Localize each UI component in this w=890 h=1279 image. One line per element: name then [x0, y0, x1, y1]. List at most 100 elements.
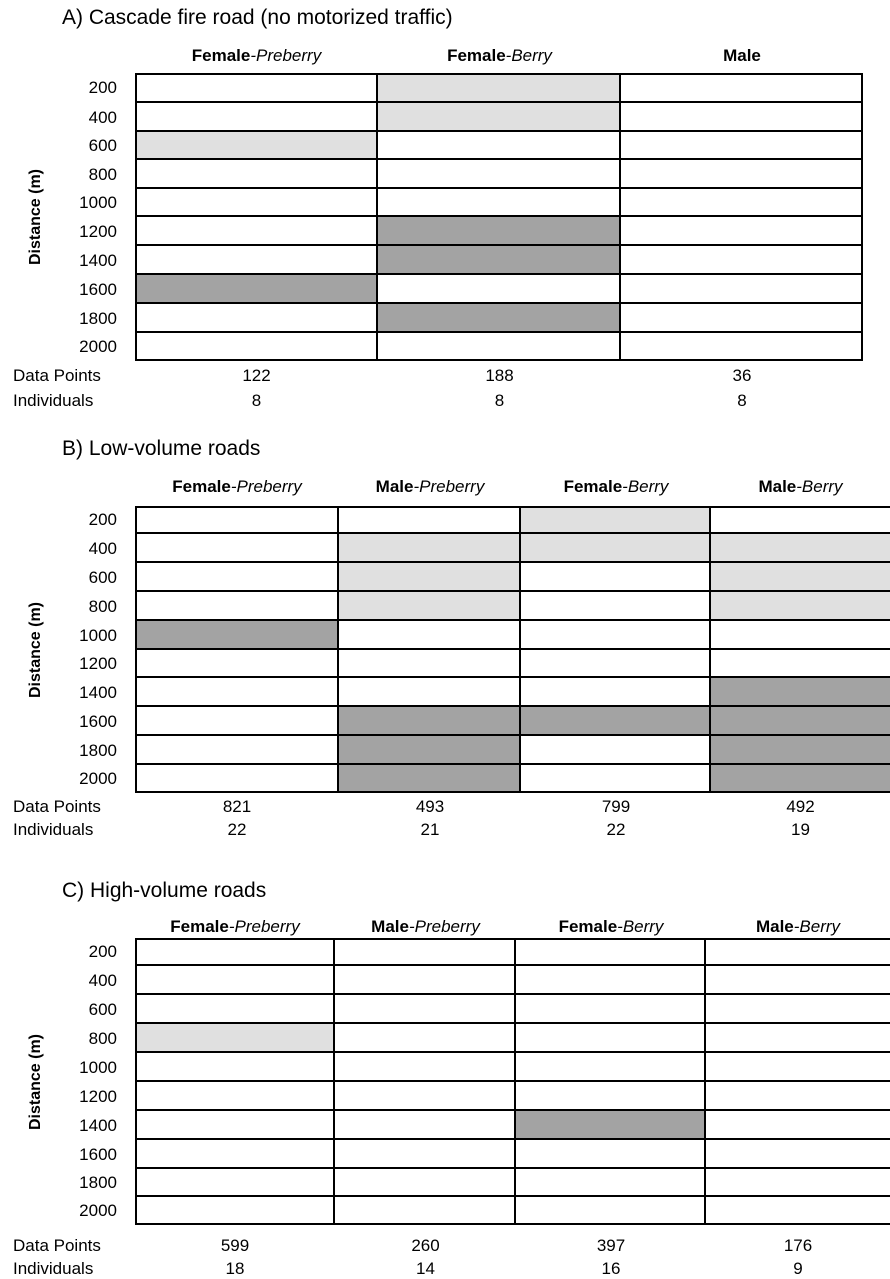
panel-c-cell	[706, 1024, 890, 1053]
panel-a-distance-tick: 1800	[79, 308, 117, 328]
panel-a-cell	[137, 160, 378, 189]
panel-c-cell	[335, 995, 516, 1024]
panel-a-cell	[378, 246, 621, 275]
panel-b-y-axis-label: Distance (m)	[27, 601, 44, 698]
panel-c-cell	[137, 1169, 335, 1197]
panel-c-individuals-value: 18	[225, 1259, 245, 1278]
panel-b-cell	[137, 707, 339, 736]
panel-b-cell	[137, 621, 339, 650]
panel-b-cell	[339, 508, 521, 534]
panel-b-column-header: Male-Berry	[711, 477, 890, 497]
panel-c-cell	[335, 1111, 516, 1140]
panel-c-distance-tick: 1200	[79, 1086, 117, 1106]
panel-c-individuals-label: Individuals	[13, 1259, 94, 1278]
panel-c-column-header: Female-Berry	[516, 917, 706, 937]
panel-b-individuals-label: Individuals	[13, 820, 94, 839]
panel-a-distance-tick: 2000	[79, 337, 117, 356]
column-header-italic: -Preberry	[250, 46, 322, 65]
panel-a-distance-tick: 800	[88, 164, 117, 184]
panel-a-cell	[378, 189, 621, 217]
column-header-italic: -Berry	[622, 477, 669, 496]
panel-c-y-axis-label: Distance (m)	[27, 1033, 44, 1130]
panel-c-distance-tick: 1400	[79, 1115, 117, 1135]
panel-b-cell	[137, 736, 339, 765]
panel-c-cell	[137, 966, 335, 995]
panel-b-distance-tick: 1600	[79, 711, 117, 731]
panel-a-cell	[137, 217, 378, 246]
panel-a-cell	[378, 160, 621, 189]
column-header-italic: -Preberry	[228, 917, 300, 936]
panel-c-title: C) High-volume roads	[62, 879, 267, 902]
panel-a-cell	[621, 304, 863, 333]
panel-c-cell	[516, 940, 706, 966]
panel-c-individuals-value: 14	[416, 1259, 435, 1278]
panel-a-cell	[137, 103, 378, 132]
panel-a-cell	[378, 132, 621, 160]
panel-b-cell	[521, 592, 711, 621]
panel-b-cell	[339, 621, 521, 650]
panel-c-cell	[137, 1111, 335, 1140]
panel-a-y-axis-label: Distance (m)	[27, 168, 44, 266]
panel-b-cell	[137, 592, 339, 621]
panel-b-column-header: Female-Berry	[521, 477, 711, 497]
panel-a-cell	[378, 304, 621, 333]
panel-a-cell	[137, 189, 378, 217]
panel-c-cell	[137, 1082, 335, 1111]
panel-b-cell	[339, 592, 521, 621]
column-header-bold: Female	[558, 917, 618, 936]
panel-a-individuals-value: 8	[494, 391, 505, 410]
panel-b-cell	[137, 678, 339, 707]
panel-b-cell	[339, 563, 521, 592]
panel-b-distance-tick: 1800	[79, 740, 117, 760]
panel-c-cell	[335, 966, 516, 995]
panel-a-distance-tick: 200	[88, 78, 117, 97]
panel-a-title: A) Cascade fire road (no motorized traff…	[62, 6, 453, 29]
panel-b-cell	[339, 534, 521, 563]
panel-c-cell	[335, 1140, 516, 1169]
panel-c-cell	[335, 1169, 516, 1197]
panel-b-cell	[521, 650, 711, 678]
panel-b-distance-tick: 400	[88, 538, 117, 558]
panel-c-grid	[135, 938, 890, 1225]
panel-c-cell	[137, 1024, 335, 1053]
panel-c-distance-tick: 800	[88, 1028, 117, 1048]
panel-a-individuals-label: Individuals	[13, 391, 94, 410]
panel-c-cell	[706, 966, 890, 995]
column-header-italic: -Berry	[793, 917, 841, 936]
panel-b-distance-tick: 600	[88, 567, 117, 587]
panel-b-individuals-value: 19	[791, 820, 810, 839]
column-header-italic: -Preberry	[230, 477, 302, 496]
panel-a-cell	[378, 333, 621, 361]
panel-a-cell	[621, 132, 863, 160]
panel-c-cell	[516, 1169, 706, 1197]
panel-b-data-points-value: 821	[222, 797, 252, 816]
panel-b-cell	[137, 563, 339, 592]
column-header-bold: Male	[371, 917, 409, 936]
panel-b-distance-tick: 200	[88, 510, 117, 529]
panel-b-cell	[521, 707, 711, 736]
panel-c-cell	[706, 1082, 890, 1111]
panel-a-individuals-value: 8	[737, 391, 747, 410]
panel-c-data-points-value: 176	[783, 1236, 813, 1255]
panel-b-distance-tick: 1200	[79, 654, 117, 673]
panel-b-cell	[137, 508, 339, 534]
panel-c-cell	[137, 995, 335, 1024]
column-header-bold: Male	[723, 46, 761, 65]
panel-b-distance-tick: 2000	[79, 769, 117, 788]
panel-c-data-points-value: 599	[220, 1236, 250, 1255]
column-header-bold: Female	[172, 477, 231, 496]
panel-a-grid	[135, 73, 863, 361]
panel-b-cell	[521, 736, 711, 765]
panel-b-data-points-value: 493	[415, 797, 445, 816]
panel-a-cell	[378, 217, 621, 246]
panel-c-cell	[516, 1053, 706, 1082]
panel-c-column-header: Female-Preberry	[135, 917, 335, 937]
panel-b-cell	[521, 508, 711, 534]
panel-b-cell	[711, 592, 890, 621]
panel-b-cell	[137, 534, 339, 563]
panel-b-cell	[339, 650, 521, 678]
panel-c-data-points-label: Data Points	[13, 1236, 101, 1255]
panel-b-cell	[711, 736, 890, 765]
panel-b-individuals-value: 21	[420, 820, 440, 839]
panel-b-cell	[339, 736, 521, 765]
